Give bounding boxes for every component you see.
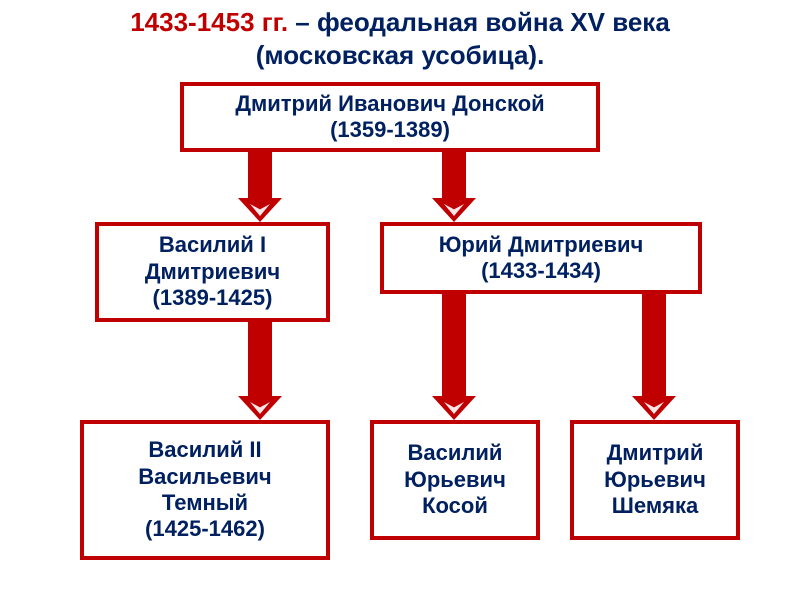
node-vasily1-label: Василий I Дмитриевич (1389-1425) [145,232,280,311]
title-years: 1433-1453 гг. [130,7,288,37]
node-root: Дмитрий Иванович Донской (1359-1389) [180,82,600,152]
node-root-label: Дмитрий Иванович Донской (1359-1389) [235,91,544,144]
node-yuri: Юрий Дмитриевич (1433-1434) [380,222,702,294]
node-vasily2: Василий II Васильевич Темный (1425-1462) [80,420,330,560]
title-rest1: – феодальная война XV века [288,7,670,37]
node-vasily2-label: Василий II Васильевич Темный (1425-1462) [138,437,271,543]
node-kosoy-label: Василий Юрьевич Косой [404,440,506,519]
node-shemyaka-label: Дмитрий Юрьевич Шемяка [604,440,706,519]
node-vasily1: Василий I Дмитриевич (1389-1425) [95,222,330,322]
node-shemyaka: Дмитрий Юрьевич Шемяка [570,420,740,540]
node-yuri-label: Юрий Дмитриевич (1433-1434) [439,232,644,285]
title-rest2: (московская усобица). [256,40,545,70]
node-kosoy: Василий Юрьевич Косой [370,420,540,540]
page-title: 1433-1453 гг. – феодальная война XV века… [0,0,800,71]
